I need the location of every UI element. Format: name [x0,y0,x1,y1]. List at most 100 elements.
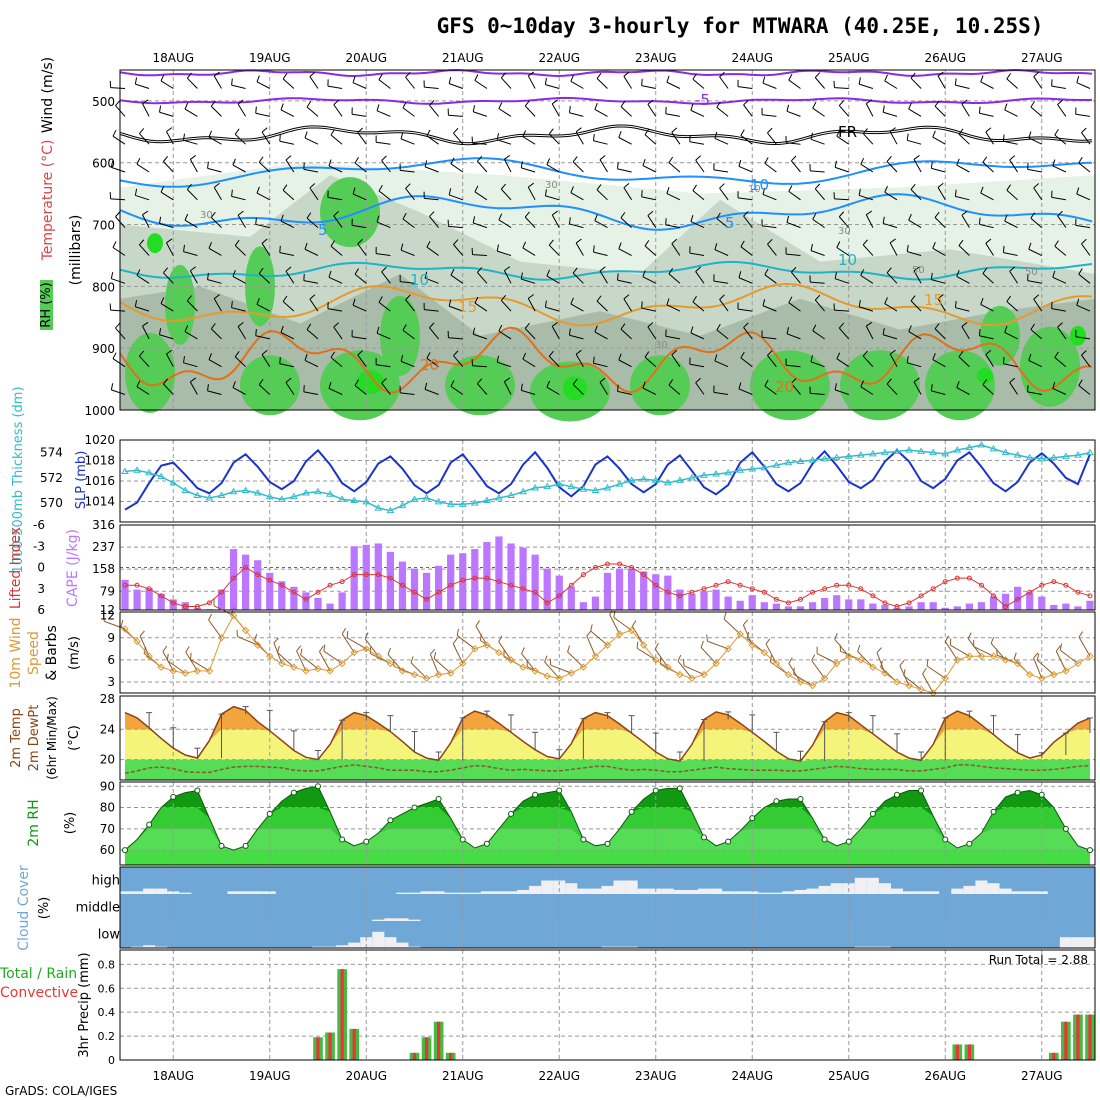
barb-shaft [256,192,271,201]
barb-flag [762,187,766,195]
upper-wind-barb [186,295,198,312]
barb-shaft [613,617,632,631]
precip-tick-label: 0.2 [98,1030,116,1043]
cloud-cover-bar [782,891,795,894]
upper-wind-barb [1028,242,1043,256]
barb-flag [285,155,292,161]
thickness-point [145,468,154,476]
surface-wind-barb [341,628,355,653]
cloud-cover-bar [517,889,530,894]
upper-wind-barb [572,378,584,395]
upper-wind-barb [671,349,681,367]
ylabel-thickness: 1000-500mb Thickness (dm) [11,386,26,573]
barb-shaft [575,242,584,256]
upper-wind-barb [740,240,753,256]
upper-wind-barb [913,266,922,284]
upper-wind-barb [352,187,367,201]
barb-flag [405,72,411,78]
upper-wind-barb [1009,266,1019,284]
barb-shaft [208,359,222,368]
barb-shaft [429,216,439,228]
barb-flag [190,266,197,272]
barb-shaft [1006,301,1018,312]
upper-wind-barb [671,127,681,145]
wind-speed-point [567,669,576,677]
barb-shaft [452,643,464,664]
upper-wind-barb [961,322,970,340]
lifted-index-point [206,600,212,606]
rh-point [363,838,370,845]
barb-shaft [980,192,994,201]
lifted-index-point [520,586,526,592]
barb-flag [575,238,582,244]
wind-speed-point [688,674,696,682]
wind-speed-point [157,663,165,671]
upper-wind-barb [551,210,560,228]
barb-flag [620,323,626,330]
barb-shaft [213,605,234,617]
barb-shaft [1033,298,1043,312]
upper-wind-barb [142,99,150,117]
barb-shaft [474,80,488,89]
barb-shaft [617,168,632,173]
upper-wind-barb [764,268,777,284]
upper-wind-barb [810,243,825,256]
upper-wind-barb [644,128,657,145]
cape-bar [350,546,358,610]
upper-wind-barb [568,106,584,117]
barb-flag [280,214,284,222]
barb-flag [109,303,112,311]
upper-wind-barb [280,103,295,117]
barb-flag [644,240,650,247]
ylabel-convective: Convective [0,985,78,1001]
barb-shaft [973,646,994,657]
upper-wind-barb [285,377,295,395]
barb-flag [452,638,458,645]
upper-wind-barb [1054,240,1067,256]
barb-shaft [186,300,198,312]
barb-flag [399,386,401,393]
surface-wind-barb [364,632,379,657]
barb-flag [183,244,186,252]
barb-flag [327,79,329,87]
upper-wind-barb [309,71,319,89]
wind-speed-point [664,663,672,671]
upper-wind-barb [642,270,657,284]
barb-flag [719,183,725,189]
slp-tick-label: 1014 [84,495,115,509]
cloud-cover-bar [806,888,819,894]
surface-wind-barb [899,660,910,686]
thickness-point [760,463,769,471]
lifted-index-point [460,577,466,583]
upper-wind-barb [110,272,126,284]
upper-wind-barb [524,211,536,228]
barb-flag [319,645,324,652]
thickness-point [603,483,612,491]
thickness-point [277,495,286,502]
barb-flag [937,71,944,77]
barb-flag [330,351,336,358]
cloud-cover-bar [1083,937,1097,948]
upper-wind-barb [306,101,319,117]
barb-flag [884,74,888,82]
wind-speed-point [422,674,431,682]
upper-wind-barb [930,384,946,395]
cloud-cover-bar [348,942,361,948]
barb-shaft [922,673,934,694]
upper-wind-barb [453,350,464,368]
barb-shaft [327,308,343,312]
barb-shaft [617,390,632,395]
wind-speed-point [229,611,238,620]
barb-flag [961,99,968,105]
upper-wind-barb [1009,155,1019,173]
barb-shaft [790,383,801,395]
upper-wind-barb [207,384,222,395]
thickness-point [1074,451,1082,458]
barb-flag [210,100,216,107]
barb-flag [836,241,841,248]
upper-wind-barb [882,216,898,229]
lifted-index-point [737,582,743,588]
upper-wind-barb [596,184,608,201]
upper-wind-barb [982,267,994,284]
barb-shaft [213,187,222,201]
